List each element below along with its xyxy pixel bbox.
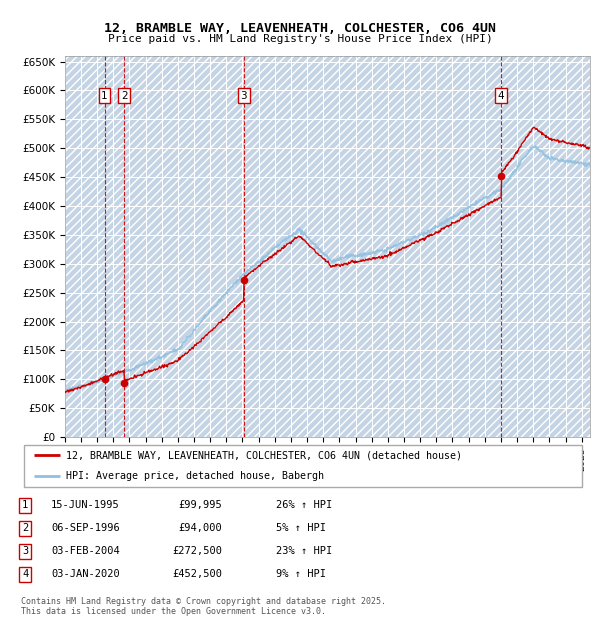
FancyBboxPatch shape bbox=[24, 445, 582, 487]
Text: 1: 1 bbox=[22, 500, 28, 510]
Text: 12, BRAMBLE WAY, LEAVENHEATH, COLCHESTER, CO6 4UN (detached house): 12, BRAMBLE WAY, LEAVENHEATH, COLCHESTER… bbox=[66, 450, 462, 460]
Text: £94,000: £94,000 bbox=[178, 523, 222, 533]
Text: 9% ↑ HPI: 9% ↑ HPI bbox=[276, 569, 326, 579]
Text: £99,995: £99,995 bbox=[178, 500, 222, 510]
Text: 03-JAN-2020: 03-JAN-2020 bbox=[51, 569, 120, 579]
Text: 2: 2 bbox=[22, 523, 28, 533]
Text: 2: 2 bbox=[121, 91, 128, 101]
Text: 1: 1 bbox=[101, 91, 108, 101]
Text: 15-JUN-1995: 15-JUN-1995 bbox=[51, 500, 120, 510]
Text: 4: 4 bbox=[498, 91, 505, 101]
Text: 3: 3 bbox=[22, 546, 28, 556]
Text: Contains HM Land Registry data © Crown copyright and database right 2025.: Contains HM Land Registry data © Crown c… bbox=[21, 597, 386, 606]
Text: This data is licensed under the Open Government Licence v3.0.: This data is licensed under the Open Gov… bbox=[21, 607, 326, 616]
Text: 3: 3 bbox=[241, 91, 247, 101]
Text: 26% ↑ HPI: 26% ↑ HPI bbox=[276, 500, 332, 510]
Text: £272,500: £272,500 bbox=[172, 546, 222, 556]
Text: 06-SEP-1996: 06-SEP-1996 bbox=[51, 523, 120, 533]
Text: 4: 4 bbox=[22, 569, 28, 579]
Text: £452,500: £452,500 bbox=[172, 569, 222, 579]
Text: Price paid vs. HM Land Registry's House Price Index (HPI): Price paid vs. HM Land Registry's House … bbox=[107, 34, 493, 44]
Text: 5% ↑ HPI: 5% ↑ HPI bbox=[276, 523, 326, 533]
Text: HPI: Average price, detached house, Babergh: HPI: Average price, detached house, Babe… bbox=[66, 471, 324, 481]
Text: 12, BRAMBLE WAY, LEAVENHEATH, COLCHESTER, CO6 4UN: 12, BRAMBLE WAY, LEAVENHEATH, COLCHESTER… bbox=[104, 22, 496, 35]
Text: 03-FEB-2004: 03-FEB-2004 bbox=[51, 546, 120, 556]
Text: 23% ↑ HPI: 23% ↑ HPI bbox=[276, 546, 332, 556]
